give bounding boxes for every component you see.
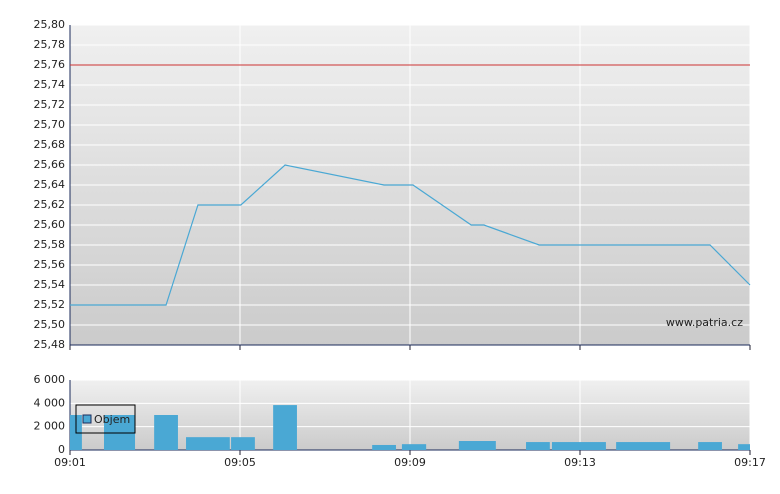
y-tick-label: 25,60 (34, 218, 66, 231)
bar (738, 444, 750, 450)
x-tick-label: 09:05 (224, 456, 256, 469)
bar (372, 444, 396, 450)
bar (698, 442, 722, 450)
y-tick-label: 25,58 (34, 238, 66, 251)
y-tick-label: 25,78 (34, 38, 66, 51)
y-tick-label: 25,56 (34, 258, 66, 271)
y-tick-label: 25,72 (34, 98, 66, 111)
bar (154, 415, 178, 450)
bar (526, 442, 550, 450)
bar (551, 442, 606, 450)
y-tick-label: 25,48 (34, 338, 66, 351)
y-tick-label: 25,52 (34, 298, 66, 311)
x-tick-label: 09:17 (734, 456, 766, 469)
y-tick-label: 25,76 (34, 58, 66, 71)
x-tick-label: 09:13 (564, 456, 596, 469)
bar (273, 405, 297, 450)
y-tick-label: 25,74 (34, 78, 66, 91)
y-tick-label: 25,64 (34, 178, 66, 191)
y-tick-label: 25,66 (34, 158, 66, 171)
y-tick-label: 4 000 (34, 396, 66, 409)
y-tick-label: 2 000 (34, 420, 66, 433)
bar (458, 441, 496, 450)
x-tick-label: 09:01 (54, 456, 86, 469)
bar (231, 437, 255, 450)
watermark: www.patria.cz (666, 316, 743, 329)
price-line (70, 164, 751, 306)
y-tick-label: 0 (58, 443, 65, 456)
y-tick-label: 25,68 (34, 138, 66, 151)
x-tick-label: 09:09 (394, 456, 426, 469)
legend-box (75, 404, 136, 434)
y-tick-label: 25,70 (34, 118, 66, 131)
y-tick-label: 25,50 (34, 318, 66, 331)
bar (616, 442, 671, 450)
y-tick-label: 25,80 (34, 18, 66, 31)
bar (186, 437, 230, 450)
y-tick-label: 25,62 (34, 198, 66, 211)
y-tick-label: 25,54 (34, 278, 66, 291)
y-tick-label: 6 000 (34, 373, 66, 386)
legend-swatch (82, 414, 92, 424)
bar (401, 444, 427, 450)
legend-label: Objem (94, 413, 130, 426)
